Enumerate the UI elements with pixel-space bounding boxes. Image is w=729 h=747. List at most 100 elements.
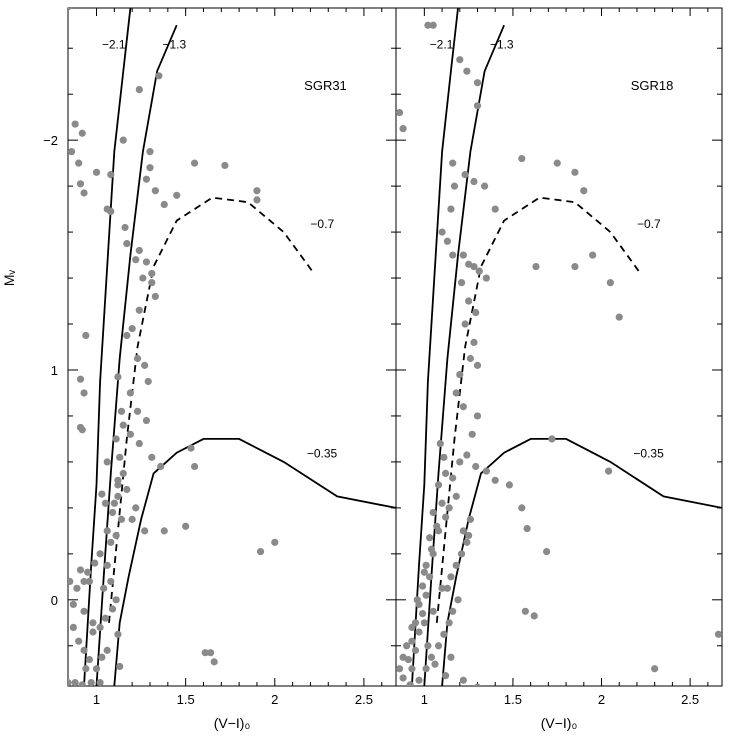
star-point bbox=[146, 164, 154, 172]
star-point bbox=[112, 531, 120, 540]
x-tick-label: 2 bbox=[598, 692, 605, 707]
panel-sgr18: 1 1.5 2 2.5 (V−I)₀ SGR18 −2.1 −1.3 −0.7 −0.35 bbox=[395, 7, 723, 731]
star-point bbox=[84, 568, 92, 576]
star-point bbox=[442, 469, 450, 478]
star-point bbox=[474, 683, 481, 686]
y-tick-label: 0 bbox=[51, 593, 58, 608]
star-point bbox=[135, 246, 143, 255]
star-point bbox=[399, 674, 407, 682]
star-point bbox=[107, 207, 115, 215]
star-point bbox=[431, 660, 439, 668]
star-point bbox=[523, 524, 531, 533]
star-point bbox=[571, 262, 579, 271]
star-point bbox=[463, 67, 471, 75]
star-point bbox=[155, 72, 163, 80]
star-point bbox=[135, 306, 143, 314]
star-point bbox=[454, 596, 462, 604]
star-point bbox=[420, 619, 428, 627]
star-point bbox=[403, 642, 411, 650]
star-point bbox=[96, 550, 104, 558]
star-point bbox=[69, 600, 77, 609]
star-point bbox=[190, 462, 199, 471]
star-point bbox=[123, 485, 131, 494]
star-point bbox=[139, 274, 147, 282]
star-point bbox=[253, 196, 261, 204]
star-point bbox=[548, 435, 556, 443]
star-point bbox=[80, 607, 88, 615]
star-point bbox=[108, 605, 117, 613]
star-point bbox=[141, 527, 149, 535]
star-point bbox=[103, 527, 111, 535]
star-point bbox=[123, 239, 131, 248]
star-point bbox=[473, 412, 482, 420]
star-point bbox=[449, 251, 457, 259]
star-point bbox=[452, 389, 460, 397]
star-point bbox=[449, 474, 457, 482]
star-point bbox=[210, 658, 218, 666]
x-tick-label: 2 bbox=[271, 692, 278, 707]
isochrone-line bbox=[411, 8, 459, 686]
star-point bbox=[76, 180, 85, 188]
star-point bbox=[151, 292, 159, 301]
star-point bbox=[89, 628, 97, 636]
star-point bbox=[201, 649, 209, 657]
star-point bbox=[427, 545, 436, 553]
star-point bbox=[107, 171, 115, 179]
star-point bbox=[424, 21, 432, 29]
star-point bbox=[133, 407, 142, 415]
star-point bbox=[78, 681, 86, 686]
star-point bbox=[461, 320, 469, 328]
star-point bbox=[571, 168, 579, 176]
isochrone-line bbox=[113, 438, 396, 686]
star-point bbox=[142, 258, 151, 266]
star-point bbox=[399, 653, 407, 661]
star-point bbox=[480, 182, 489, 190]
star-point bbox=[426, 534, 434, 542]
star-point bbox=[221, 161, 229, 170]
star-point bbox=[459, 251, 467, 259]
star-point bbox=[466, 515, 475, 523]
star-point bbox=[468, 430, 476, 438]
star-point bbox=[142, 416, 151, 425]
star-point bbox=[399, 125, 407, 133]
star-point bbox=[182, 522, 190, 530]
star-point bbox=[466, 354, 475, 363]
isochrone-label: −2.1 bbox=[430, 38, 454, 52]
x-tick-label: 1 bbox=[421, 692, 428, 707]
star-point bbox=[457, 550, 466, 558]
star-point bbox=[128, 515, 136, 523]
star-point bbox=[456, 370, 464, 379]
star-point bbox=[406, 681, 414, 686]
x-tick-label: 2.5 bbox=[681, 692, 699, 707]
star-point bbox=[438, 584, 446, 592]
star-point bbox=[445, 504, 453, 512]
star-point bbox=[144, 377, 152, 386]
star-point bbox=[68, 8, 72, 11]
star-point bbox=[472, 308, 480, 317]
star-point bbox=[434, 642, 443, 650]
star-point bbox=[148, 279, 156, 287]
star-point bbox=[530, 612, 538, 620]
star-point bbox=[447, 653, 455, 661]
star-point bbox=[434, 481, 443, 489]
star-point bbox=[103, 646, 111, 654]
star-point bbox=[96, 678, 104, 686]
star-point bbox=[714, 630, 722, 638]
star-point bbox=[85, 577, 93, 586]
star-point bbox=[132, 256, 140, 264]
star-point bbox=[553, 159, 561, 167]
star-point bbox=[450, 182, 459, 190]
isochrone-label: −0.7 bbox=[310, 217, 334, 231]
star-point bbox=[80, 577, 88, 586]
star-point bbox=[116, 453, 124, 461]
star-point bbox=[271, 538, 279, 546]
star-point bbox=[119, 421, 127, 429]
star-point bbox=[422, 561, 430, 569]
star-point bbox=[605, 467, 613, 475]
star-point bbox=[160, 200, 168, 209]
isochrone-line bbox=[108, 196, 315, 623]
star-point bbox=[532, 262, 540, 271]
x-tick-label: 1 bbox=[93, 692, 100, 707]
star-point bbox=[440, 453, 448, 461]
